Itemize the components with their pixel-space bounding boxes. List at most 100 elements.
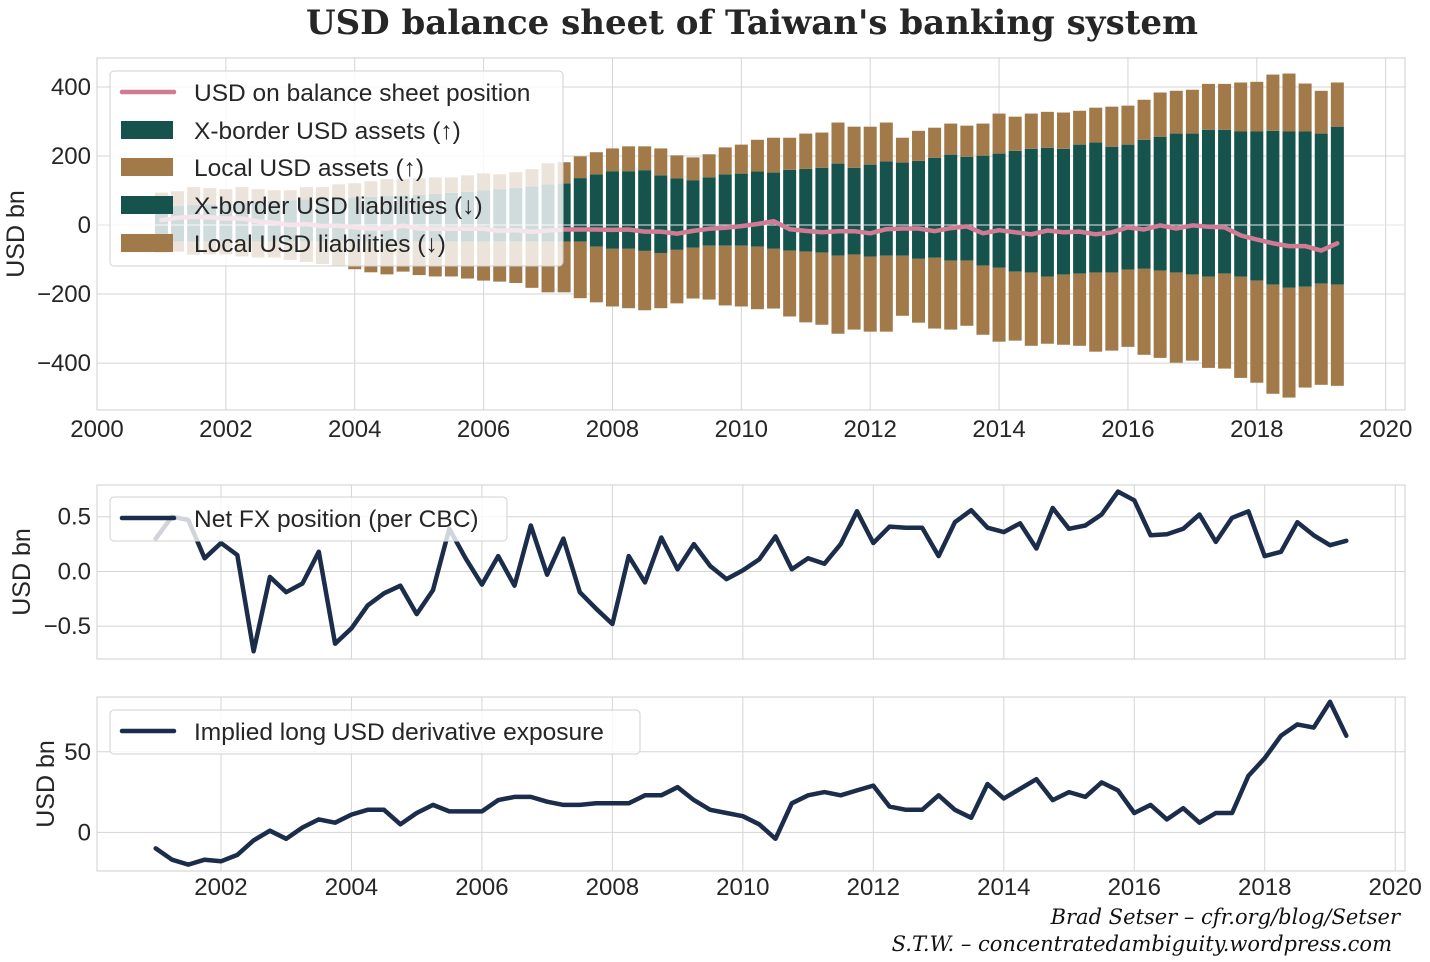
bar-xborder-liabilities (1169, 225, 1183, 273)
bar-local-liabilities (863, 256, 877, 332)
x-tick-label: 2002 (194, 874, 247, 901)
bar-xborder-assets (1218, 129, 1232, 226)
bar-local-liabilities (944, 260, 958, 330)
bar-xborder-assets (1169, 133, 1183, 226)
net-fx-panel: 0.5 0.0 −0.5 USD bn Net FX position (per CBC… (8, 484, 1406, 660)
bar-local-liabilities (1185, 274, 1199, 361)
credit-line-2: S.T.W. – concentratedambiguity.wordpress… (892, 932, 1392, 956)
bar-xborder-liabilities (928, 225, 942, 258)
bar-xborder-assets (976, 155, 990, 226)
bar-xborder-liabilities (1073, 225, 1087, 274)
x-tick-label: 2006 (455, 874, 508, 901)
bar-local-liabilities (1201, 276, 1215, 368)
bar-xborder-liabilities (1250, 225, 1264, 281)
bar-xborder-liabilities (1153, 225, 1167, 271)
y-tick-label: 0 (78, 819, 91, 846)
bar-xborder-liabilities (1040, 225, 1054, 277)
bar-local-assets (1040, 111, 1054, 148)
bar-local-assets (1314, 90, 1328, 134)
bar-local-liabilities (1040, 276, 1054, 344)
bar-local-assets (750, 139, 764, 172)
legend-box (109, 496, 508, 542)
credit-line-1: Brad Setser – cfr.org/blog/Setser (1050, 905, 1402, 929)
bar-local-assets (573, 156, 587, 179)
legend: USD on balance sheet position X-border US… (109, 70, 564, 267)
bar-local-liabilities (573, 241, 587, 299)
bar-local-assets (1250, 81, 1264, 132)
bar-xborder-assets (1298, 131, 1312, 226)
bar-xborder-assets (815, 167, 829, 226)
bar-xborder-liabilities (1185, 225, 1199, 275)
bar-local-assets (1089, 107, 1103, 143)
bar-local-assets (895, 137, 909, 163)
bar-xborder-assets (1137, 139, 1151, 226)
y-tick-label: 50 (64, 739, 91, 766)
legend-box (109, 709, 641, 755)
bar-xborder-liabilities (1121, 225, 1135, 270)
bar-local-assets (767, 137, 781, 173)
bar-local-assets (1105, 106, 1119, 147)
plot-frame (96, 57, 1406, 411)
bar-local-liabilities (928, 257, 942, 329)
bar-xborder-liabilities (1105, 225, 1119, 273)
x-tick-label: 2020 (1359, 416, 1412, 443)
x-tick-label: 2010 (715, 416, 768, 443)
bar-xborder-assets (734, 173, 748, 226)
bar-xborder-liabilities (912, 225, 926, 259)
bar-xborder-assets (702, 177, 716, 226)
bar-xborder-assets (1040, 147, 1054, 226)
series-line (153, 699, 1349, 867)
bar-xborder-liabilities (1298, 225, 1312, 287)
bar-local-liabilities (622, 248, 636, 309)
bar-local-liabilities (1057, 274, 1071, 345)
bar-xborder-assets (1282, 131, 1296, 226)
bar-local-assets (654, 148, 668, 176)
bar-local-liabilities (831, 255, 845, 334)
bar-xborder-assets (847, 167, 861, 226)
bar-xborder-assets (1121, 144, 1135, 226)
bar-local-liabilities (1121, 269, 1135, 347)
bar-xborder-assets (879, 161, 893, 226)
bar-local-liabilities (1250, 280, 1264, 383)
bar-local-assets (1266, 74, 1280, 131)
bar-local-liabilities (992, 267, 1006, 342)
bar-xborder-liabilities (895, 225, 909, 256)
bar-local-liabilities (767, 248, 781, 309)
legend-label: Net FX position (per CBC) (194, 506, 479, 533)
bar-local-assets (863, 126, 877, 165)
bar-xborder-liabilities (767, 225, 781, 249)
bar-xborder-assets (686, 180, 700, 226)
legend-label: Local USD assets (↑) (194, 155, 424, 182)
bar-xborder-liabilities (879, 225, 893, 256)
bar-local-assets (1057, 112, 1071, 149)
bar-local-assets (1201, 83, 1215, 130)
bar-local-liabilities (1218, 273, 1232, 369)
bar-xborder-assets (1330, 126, 1344, 226)
bar-local-liabilities (960, 260, 974, 326)
y-tick-label: −200 (37, 281, 91, 308)
plot-frame (96, 484, 1406, 660)
bar-local-assets (686, 157, 700, 181)
bar-local-assets (622, 146, 636, 172)
bar-local-assets (1073, 110, 1087, 145)
legend-label: Local USD liabilities (↓) (194, 231, 446, 258)
x-tick-label: 2014 (977, 874, 1030, 901)
bar-local-liabilities (1169, 272, 1183, 363)
bar-xborder-assets (605, 171, 619, 226)
legend-patch-swatch (121, 234, 173, 252)
bar-local-liabilities (686, 247, 700, 299)
bar-xborder-assets (783, 169, 797, 226)
x-tick-label: 2016 (1108, 874, 1161, 901)
x-tick-label: 2018 (1230, 416, 1283, 443)
y-axis-label: USD bn (2, 190, 30, 278)
bar-xborder-assets (831, 163, 845, 226)
bar-local-assets (944, 123, 958, 155)
bar-xborder-liabilities (1057, 225, 1071, 275)
bar-xborder-assets (992, 153, 1006, 226)
x-tick-label: 2012 (847, 874, 900, 901)
x-tick-label: 2000 (70, 416, 123, 443)
bar-local-assets (1218, 83, 1232, 130)
bar-xborder-liabilities (960, 225, 974, 261)
bar-xborder-liabilities (654, 225, 668, 253)
